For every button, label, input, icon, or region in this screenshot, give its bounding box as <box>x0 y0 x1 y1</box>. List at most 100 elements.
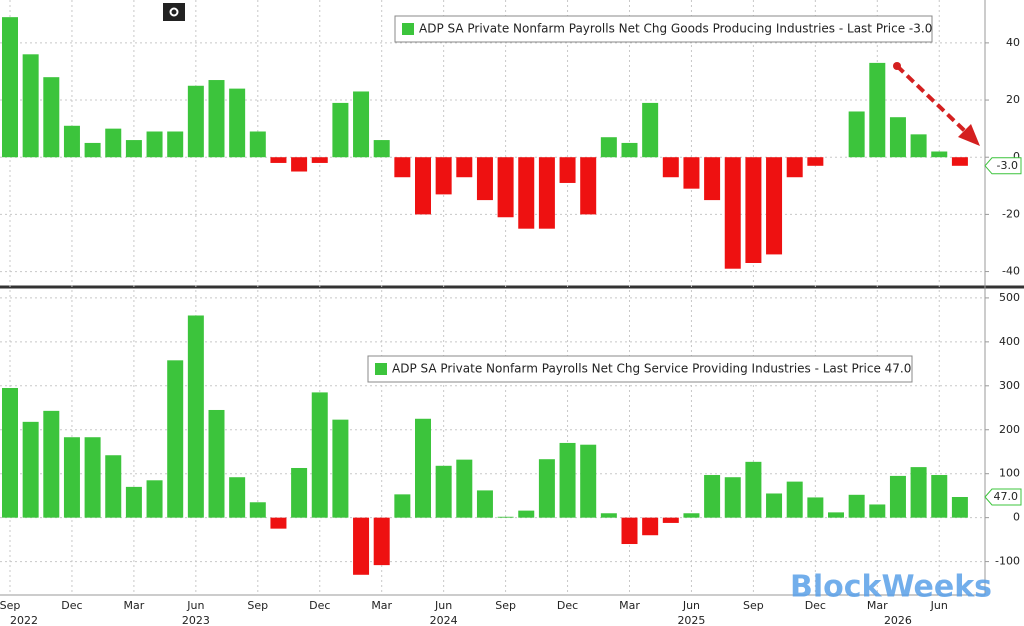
bar <box>167 131 184 158</box>
bar <box>580 444 597 518</box>
bar <box>869 62 886 158</box>
x-tick-label: Sep <box>743 599 764 612</box>
x-tick-label: Dec <box>805 599 826 612</box>
bar <box>291 467 308 518</box>
bar <box>415 418 431 518</box>
bar <box>249 131 266 158</box>
last-price-label: 47.0 <box>994 490 1019 503</box>
bar <box>291 157 308 172</box>
y-tick-label: 0 <box>1013 150 1020 163</box>
y-tick-label: 200 <box>999 423 1020 436</box>
bar <box>538 157 555 229</box>
bar <box>22 421 39 518</box>
bar <box>125 486 142 518</box>
bar <box>63 125 80 158</box>
legend-label: ADP SA Private Nonfarm Payrolls Net Chg … <box>392 362 911 376</box>
bar <box>22 54 39 158</box>
x-tick-label: Dec <box>61 599 82 612</box>
bar <box>208 80 225 158</box>
bar <box>497 157 514 218</box>
bar <box>662 517 679 523</box>
y-tick-label: -40 <box>1002 265 1020 278</box>
x-tick-label: Mar <box>124 599 145 612</box>
x-tick-label: Mar <box>371 599 392 612</box>
x-year-label: 2023 <box>182 614 210 626</box>
bar <box>745 461 762 518</box>
bar <box>2 17 18 158</box>
bar <box>786 157 803 178</box>
bar <box>456 459 473 518</box>
legend-box <box>367 355 913 383</box>
bar <box>476 157 493 201</box>
bar <box>807 497 824 518</box>
bar <box>828 512 844 518</box>
bar <box>125 140 142 158</box>
bar <box>353 517 370 575</box>
bar <box>311 157 328 163</box>
bar <box>270 517 287 529</box>
x-tick-label: Jun <box>930 599 948 612</box>
last-price-tag <box>984 157 1022 175</box>
bar <box>435 465 452 518</box>
bar <box>332 419 349 518</box>
bar <box>683 513 700 518</box>
bar <box>642 517 659 536</box>
bar <box>332 102 349 158</box>
x-tick-label: Dec <box>557 599 578 612</box>
bar <box>373 517 390 566</box>
legend-label: ADP SA Private Nonfarm Payrolls Net Chg … <box>419 22 932 36</box>
icon-glyph <box>169 7 179 17</box>
watermark: BlockWeeks <box>790 570 992 605</box>
bar <box>951 496 968 518</box>
icon <box>163 3 185 21</box>
bar <box>229 88 246 158</box>
bar <box>497 516 514 518</box>
bar <box>518 157 535 229</box>
bar <box>84 142 101 158</box>
y-tick-label: 500 <box>999 291 1020 304</box>
x-year-label: 2026 <box>884 614 912 626</box>
x-year-label: 2024 <box>430 614 458 626</box>
bar <box>931 151 948 158</box>
bar <box>704 157 721 201</box>
bar <box>621 517 638 545</box>
bar <box>43 410 60 518</box>
bar <box>580 157 597 215</box>
bar <box>724 477 741 518</box>
bar <box>704 475 721 518</box>
bar <box>373 140 390 158</box>
bar <box>559 157 576 183</box>
y-tick-label: -100 <box>995 555 1020 568</box>
bar <box>435 157 452 195</box>
annotation-arrow <box>895 64 970 136</box>
bar <box>662 157 679 178</box>
bar <box>559 442 576 518</box>
bar <box>621 142 638 158</box>
bar <box>187 315 204 518</box>
bar <box>848 111 865 158</box>
bar <box>724 157 741 269</box>
x-tick-label: Jun <box>186 599 204 612</box>
y-tick-label: 0 <box>1013 511 1020 524</box>
bar <box>63 437 80 518</box>
bar <box>229 477 246 518</box>
x-tick-label: Sep <box>0 599 20 612</box>
bar <box>249 502 266 518</box>
bar <box>105 455 122 518</box>
x-year-label: 2025 <box>677 614 705 626</box>
x-tick-label: Mar <box>619 599 640 612</box>
bar <box>167 360 184 518</box>
bar <box>43 77 60 158</box>
annotation-arrowhead <box>958 124 980 146</box>
bar <box>146 480 163 518</box>
legend-swatch <box>375 363 387 375</box>
y-tick-label: 20 <box>1006 93 1020 106</box>
legend-swatch <box>402 23 414 35</box>
bar <box>910 134 927 158</box>
bar <box>311 392 328 518</box>
bar <box>538 459 555 518</box>
y-tick-label: 100 <box>999 467 1020 480</box>
bar <box>642 102 659 158</box>
